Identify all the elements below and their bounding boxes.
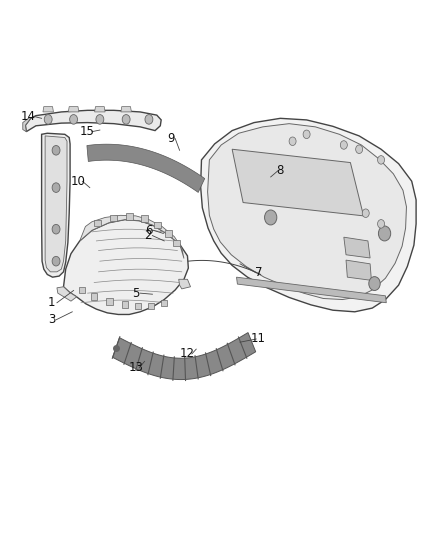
Polygon shape bbox=[346, 260, 371, 280]
Circle shape bbox=[303, 130, 310, 139]
Circle shape bbox=[340, 141, 347, 149]
Bar bbox=[141, 215, 148, 222]
Circle shape bbox=[52, 224, 60, 234]
Polygon shape bbox=[64, 220, 188, 314]
Text: 2: 2 bbox=[144, 229, 152, 242]
Text: 1: 1 bbox=[48, 296, 56, 309]
Circle shape bbox=[362, 209, 369, 217]
Polygon shape bbox=[45, 136, 67, 272]
Polygon shape bbox=[25, 110, 161, 132]
Polygon shape bbox=[237, 277, 386, 303]
Text: 12: 12 bbox=[180, 348, 195, 360]
Bar bbox=[94, 220, 101, 226]
Text: 14: 14 bbox=[21, 110, 36, 123]
Text: 7: 7 bbox=[254, 266, 262, 279]
Bar bbox=[122, 301, 128, 308]
Circle shape bbox=[145, 115, 153, 124]
Polygon shape bbox=[43, 107, 53, 112]
Bar bbox=[106, 298, 113, 305]
Text: 6: 6 bbox=[145, 224, 153, 237]
Polygon shape bbox=[179, 279, 191, 289]
Circle shape bbox=[378, 220, 385, 228]
Bar bbox=[79, 287, 85, 293]
Text: 3: 3 bbox=[48, 313, 55, 326]
Circle shape bbox=[122, 115, 130, 124]
Polygon shape bbox=[80, 215, 184, 259]
Bar bbox=[135, 303, 141, 309]
Circle shape bbox=[44, 115, 52, 124]
Polygon shape bbox=[121, 107, 131, 112]
Polygon shape bbox=[232, 149, 364, 216]
Circle shape bbox=[52, 183, 60, 192]
Bar bbox=[173, 240, 180, 246]
Circle shape bbox=[70, 115, 78, 124]
Circle shape bbox=[378, 156, 385, 164]
Polygon shape bbox=[344, 237, 370, 258]
Text: 5: 5 bbox=[132, 287, 139, 300]
Polygon shape bbox=[23, 117, 31, 132]
Circle shape bbox=[369, 277, 380, 290]
Bar bbox=[161, 300, 167, 306]
Polygon shape bbox=[87, 144, 205, 192]
Polygon shape bbox=[201, 118, 416, 312]
Polygon shape bbox=[208, 124, 406, 300]
Text: 15: 15 bbox=[80, 125, 95, 138]
Circle shape bbox=[52, 256, 60, 266]
Bar bbox=[110, 215, 117, 221]
Polygon shape bbox=[57, 287, 77, 301]
Bar bbox=[148, 303, 154, 309]
Polygon shape bbox=[95, 107, 105, 112]
Circle shape bbox=[265, 210, 277, 225]
Circle shape bbox=[289, 137, 296, 146]
Polygon shape bbox=[68, 107, 79, 112]
Text: 9: 9 bbox=[167, 132, 175, 145]
Circle shape bbox=[52, 146, 60, 155]
Polygon shape bbox=[113, 333, 256, 379]
Text: 13: 13 bbox=[128, 361, 143, 374]
Circle shape bbox=[378, 226, 391, 241]
Text: 11: 11 bbox=[251, 333, 266, 345]
Circle shape bbox=[356, 145, 363, 154]
Polygon shape bbox=[42, 133, 70, 277]
Bar bbox=[91, 293, 97, 300]
Text: 10: 10 bbox=[71, 175, 85, 188]
Bar bbox=[165, 230, 172, 237]
Bar bbox=[154, 222, 161, 228]
Bar bbox=[126, 213, 133, 220]
Text: 8: 8 bbox=[277, 164, 284, 177]
Circle shape bbox=[96, 115, 104, 124]
